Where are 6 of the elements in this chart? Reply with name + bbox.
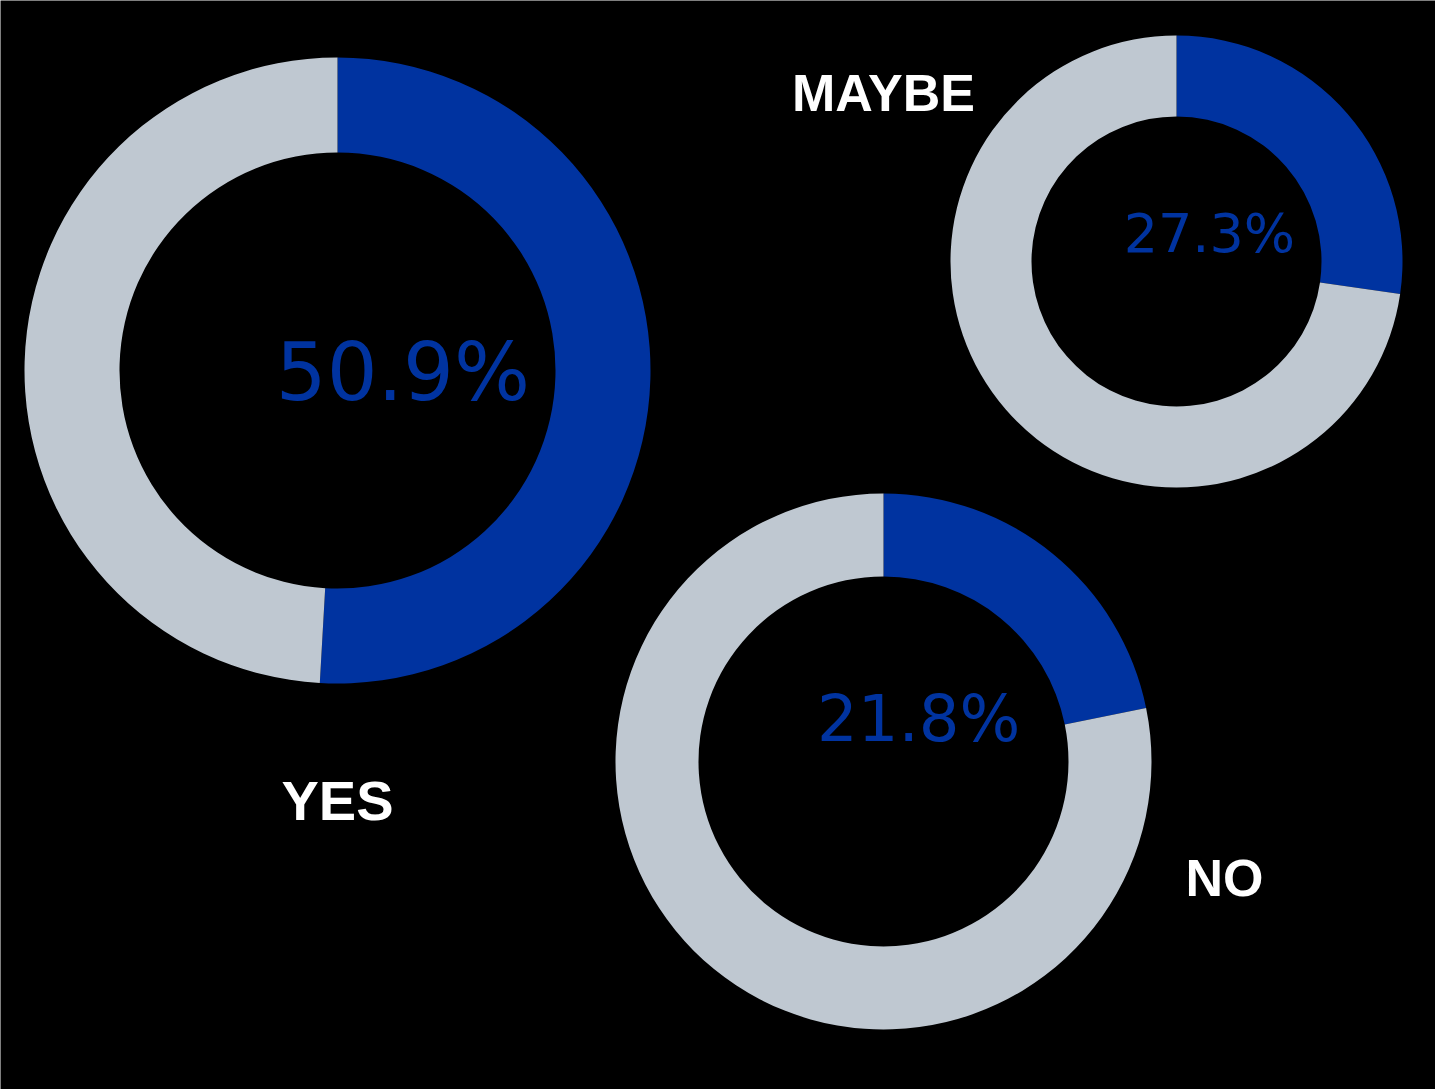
data-label: 21.8% — [816, 681, 1021, 756]
data-label: 27.3% — [1123, 201, 1296, 265]
text: MAYBE — [791, 63, 976, 122]
data-label: 50.9% — [275, 325, 530, 419]
text: YES — [281, 769, 394, 832]
text: NO — [1185, 848, 1264, 907]
